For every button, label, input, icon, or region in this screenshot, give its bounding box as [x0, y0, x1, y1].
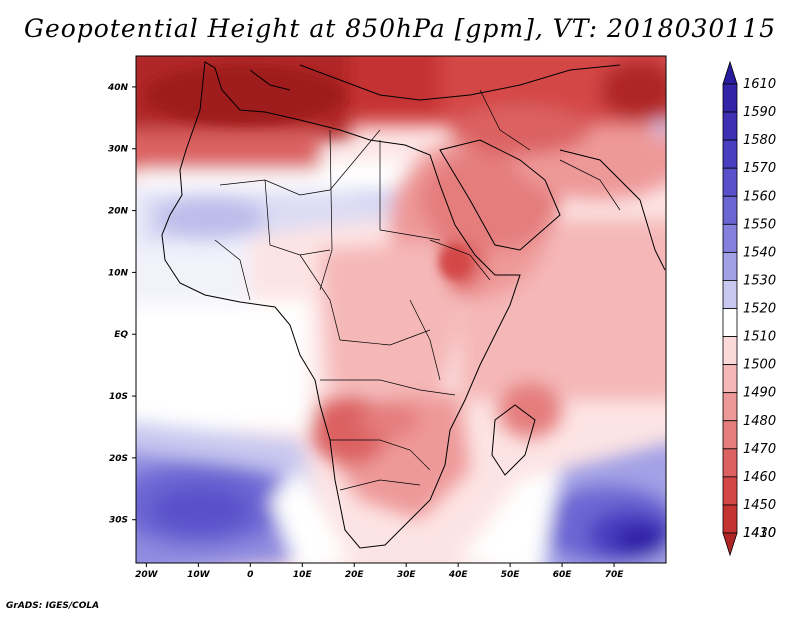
colorbar-swatch: [722, 336, 738, 366]
lat-tick-label: 30S: [109, 516, 128, 526]
colorbar-label: 1500: [743, 358, 776, 373]
colorbar: 1610 1590 1580 1570 1560 1550 1540 1530 1520 1510…: [722, 60, 776, 557]
colorbar-label: 1470: [743, 442, 776, 457]
colorbar-swatch: [722, 420, 738, 450]
lat-tick-label: 20S: [109, 454, 128, 464]
colorbar-label: 1550: [743, 217, 776, 232]
colorbar-label: 1450: [743, 498, 776, 513]
lat-tick-label: 20N: [108, 207, 129, 217]
lat-tick-label: 10N: [108, 268, 129, 278]
colorbar-label: 1580: [743, 133, 776, 148]
lat-tick-label: 40N: [107, 83, 129, 93]
colorbar-label: 1520: [743, 302, 776, 317]
colorbar-swatch: [722, 60, 738, 85]
map-title: Geopotential Height at 850hPa [gpm], VT:…: [23, 14, 777, 43]
lon-tick-label: 40E: [448, 570, 469, 580]
colorbar-swatch: [722, 364, 738, 394]
colorbar-swatch: [722, 139, 738, 169]
lon-tick-label: 20W: [135, 570, 159, 580]
lat-tick-label: 30N: [108, 145, 129, 155]
colorbar-label: 1610: [743, 77, 776, 92]
country-borders: [214, 89, 621, 491]
colorbar-label: 1530: [743, 273, 776, 288]
colorbar-label: 1480: [743, 414, 776, 429]
colorbar-label: 1410: [743, 526, 776, 541]
colorbar-swatch: [722, 83, 738, 113]
lat-tick-label: EQ: [114, 330, 128, 340]
height-field: [136, 56, 666, 563]
lon-tick-label: 10W: [187, 570, 211, 580]
coastlines: [161, 61, 666, 549]
map-frame: [135, 55, 667, 564]
lat-tick-label: 10S: [109, 392, 128, 402]
lon-tick-label: 60E: [553, 570, 573, 580]
lon-tick-label: 10E: [293, 570, 313, 580]
colorbar-swatch: [722, 392, 738, 422]
lon-tick-label: 50E: [501, 570, 521, 580]
colorbar-swatch: [722, 476, 738, 506]
colorbar-label: 1460: [743, 470, 776, 485]
colorbar-label: 1540: [743, 245, 776, 260]
colorbar-swatch: [722, 280, 738, 309]
lon-tick-label: 0: [247, 570, 253, 580]
lon-tick-label: 70E: [605, 570, 625, 580]
colorbar-swatch: [722, 532, 738, 557]
footer-credit: GrADS: IGES/COLA: [6, 601, 100, 611]
colorbar-swatch: [722, 111, 738, 141]
colorbar-swatch: [722, 251, 738, 281]
colorbar-label: 1570: [743, 161, 776, 176]
colorbar-label: 1560: [743, 189, 776, 204]
colorbar-swatch: [722, 504, 738, 534]
axis-ticks: 40N 30N 20N 10N EQ 10S 20S 30S 20W 10W 0 10E 20E 30E 4…: [107, 83, 624, 580]
lon-tick-label: 30E: [397, 570, 417, 580]
colorbar-swatch: [722, 308, 738, 337]
colorbar-swatch: [722, 223, 738, 253]
colorbar-swatch: [722, 195, 738, 225]
colorbar-swatch: [722, 448, 738, 478]
colorbar-swatch: [722, 167, 738, 197]
colorbar-label: 1490: [743, 386, 776, 401]
lon-tick-label: 20E: [345, 570, 365, 580]
colorbar-label: 1430: [743, 526, 776, 541]
colorbar-label: 1510: [743, 330, 776, 345]
colorbar-label: 1590: [743, 105, 776, 120]
